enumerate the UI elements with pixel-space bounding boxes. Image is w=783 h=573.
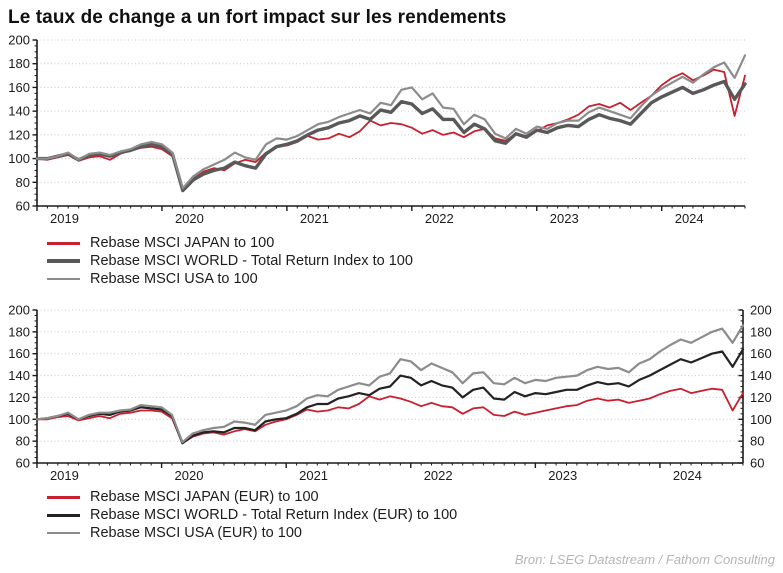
svg-text:200: 200 — [8, 34, 30, 48]
legend-label: Rebase MSCI WORLD - Total Return Index (… — [90, 507, 458, 523]
svg-text:2021: 2021 — [300, 211, 329, 226]
svg-text:100: 100 — [8, 412, 30, 427]
svg-text:140: 140 — [8, 104, 30, 119]
svg-text:140: 140 — [750, 368, 772, 383]
svg-text:200: 200 — [750, 303, 772, 318]
series-line-2 — [35, 324, 745, 444]
svg-text:160: 160 — [750, 346, 772, 361]
world-eur-line-swatch — [47, 513, 80, 517]
svg-text:2020: 2020 — [175, 468, 204, 483]
legend-label: Rebase MSCI JAPAN (EUR) to 100 — [90, 489, 319, 505]
chart-bottom: 60 80 100 120 140 160 180 200 60 80 100 120 140 160 18… — [0, 296, 783, 542]
legend-label: Rebase MSCI JAPAN to 100 — [90, 235, 275, 251]
legend-item-usa: Rebase MSCI USA to 100 — [47, 270, 783, 288]
svg-text:100: 100 — [8, 151, 30, 166]
svg-text:160: 160 — [8, 346, 30, 361]
series-line-1 — [35, 348, 745, 445]
world-line-swatch — [47, 259, 80, 263]
svg-text:160: 160 — [8, 80, 30, 95]
svg-text:60: 60 — [750, 456, 764, 471]
svg-text:100: 100 — [750, 412, 772, 427]
series-line-0 — [36, 387, 744, 445]
bottom-chart-legend: Rebase MSCI JAPAN (EUR) to 100 Rebase MS… — [47, 488, 783, 542]
y-axis-left: 60 80 100 120 140 160 180 200 — [8, 303, 38, 471]
series-line-1 — [35, 79, 747, 193]
legend-item-world-eur: Rebase MSCI WORLD - Total Return Index (… — [47, 506, 783, 524]
legend-label: Rebase MSCI WORLD - Total Return Index t… — [90, 253, 413, 269]
svg-text:80: 80 — [750, 434, 764, 449]
svg-text:2024: 2024 — [673, 468, 702, 483]
svg-text:2022: 2022 — [425, 211, 454, 226]
svg-text:2021: 2021 — [299, 468, 328, 483]
legend-item-japan: Rebase MSCI JAPAN to 100 — [47, 234, 783, 252]
usa-eur-line-swatch — [47, 532, 80, 534]
legend-item-usa-eur: Rebase MSCI USA (EUR) to 100 — [47, 524, 783, 542]
japan-eur-line-swatch — [47, 495, 80, 499]
usa-line-swatch — [47, 278, 80, 280]
svg-text:180: 180 — [750, 324, 772, 339]
svg-text:2023: 2023 — [550, 211, 579, 226]
svg-text:2020: 2020 — [175, 211, 204, 226]
source-credit: Bron: LSEG Datastream / Fathom Consultin… — [514, 552, 775, 567]
series-line-2 — [35, 54, 747, 190]
svg-text:200: 200 — [8, 303, 30, 318]
bottom-chart-canvas: 60 80 100 120 140 160 180 200 60 80 100 120 140 160 18… — [8, 303, 772, 484]
svg-text:60: 60 — [16, 456, 30, 471]
svg-text:60: 60 — [16, 199, 30, 214]
legend-label: Rebase MSCI USA (EUR) to 100 — [90, 525, 302, 541]
svg-text:120: 120 — [8, 127, 30, 142]
svg-text:2024: 2024 — [675, 211, 704, 226]
svg-text:2022: 2022 — [424, 468, 453, 483]
svg-text:180: 180 — [8, 324, 30, 339]
svg-text:80: 80 — [16, 175, 30, 190]
svg-text:120: 120 — [750, 390, 772, 405]
svg-text:120: 120 — [8, 390, 30, 405]
svg-text:2023: 2023 — [548, 468, 577, 483]
legend-item-japan-eur: Rebase MSCI JAPAN (EUR) to 100 — [47, 488, 783, 506]
y-axis-right: 60 80 100 120 140 160 180 200 — [738, 303, 772, 471]
svg-text:2019: 2019 — [50, 468, 79, 483]
svg-text:2019: 2019 — [50, 211, 79, 226]
top-chart-legend: Rebase MSCI JAPAN to 100 Rebase MSCI WOR… — [47, 234, 783, 288]
series-line-0 — [36, 68, 746, 190]
chart-top: 60 80 100 120 140 160 180 200 2019 2020 2021 2022 20… — [0, 34, 783, 288]
page-title: Le taux de change a un fort impact sur l… — [8, 7, 507, 28]
gridlines — [37, 309, 743, 442]
x-axis: 2019 2020 2021 2022 2023 2024 — [36, 462, 744, 483]
svg-text:80: 80 — [16, 434, 30, 449]
svg-text:140: 140 — [8, 368, 30, 383]
japan-line-swatch — [47, 241, 80, 245]
y-axis-left: 60 80 100 120 140 160 180 200 — [8, 34, 38, 214]
legend-label: Rebase MSCI USA to 100 — [90, 271, 258, 287]
svg-text:180: 180 — [8, 56, 30, 71]
x-axis: 2019 2020 2021 2022 2023 2024 — [36, 205, 746, 226]
legend-item-world: Rebase MSCI WORLD - Total Return Index t… — [47, 252, 783, 270]
